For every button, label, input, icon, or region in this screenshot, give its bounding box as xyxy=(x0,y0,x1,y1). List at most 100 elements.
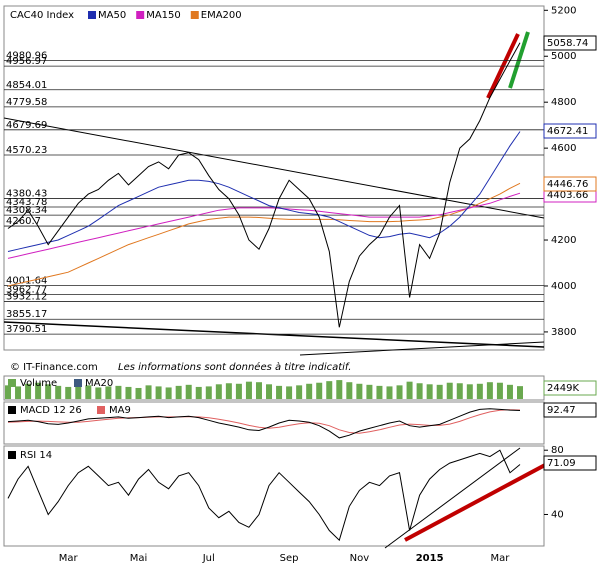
volume-bar xyxy=(466,384,473,399)
legend-swatch xyxy=(8,379,16,387)
volume-bar xyxy=(175,385,182,399)
legend-swatch xyxy=(97,406,105,414)
y-tick-label: 4800 xyxy=(551,97,576,108)
volume-bar xyxy=(406,381,413,399)
series-line xyxy=(7,131,521,252)
y-tick-label: 4200 xyxy=(551,235,576,246)
volume-bar xyxy=(25,383,32,399)
volume-bar xyxy=(35,382,42,399)
legend-swatch xyxy=(74,379,82,387)
volume-bar xyxy=(215,384,222,399)
disclaimer: Les informations sont données à titre in… xyxy=(118,361,351,373)
level-label: 4380.43 xyxy=(6,189,47,200)
value-box-label: 5058.74 xyxy=(547,38,588,49)
panel-title: Volume xyxy=(20,378,57,389)
y-tick-label: 4600 xyxy=(551,143,576,154)
volume-bar xyxy=(105,386,112,399)
volume-bar xyxy=(356,383,363,399)
volume-bar xyxy=(185,384,192,399)
series-line xyxy=(7,409,521,434)
volume-bar xyxy=(255,382,262,399)
y-tick-label: 80 xyxy=(551,445,564,456)
level-label: 4980.96 xyxy=(6,51,47,62)
volume-bar xyxy=(446,382,453,399)
level-label: 4779.58 xyxy=(6,97,47,108)
volume-bar xyxy=(296,385,303,399)
volume-bar xyxy=(85,385,92,399)
trend-line xyxy=(3,117,545,219)
x-tick-label: Jul xyxy=(202,553,215,564)
x-tick-label: Mai xyxy=(130,553,148,564)
value-box xyxy=(543,402,597,418)
volume-bar xyxy=(496,382,503,399)
copyright: © IT-Finance.com xyxy=(10,362,98,373)
y-tick-label: 5000 xyxy=(551,51,576,62)
volume-bar xyxy=(426,384,433,399)
green-arrow xyxy=(508,31,530,89)
volume-bar xyxy=(145,385,152,399)
value-box xyxy=(543,380,597,396)
level-label: 3855.17 xyxy=(6,309,47,320)
volume-bar xyxy=(75,384,82,399)
x-tick-label: Mar xyxy=(490,553,510,564)
value-box xyxy=(543,123,597,139)
level-label: 3932.12 xyxy=(6,292,47,303)
volume-bar xyxy=(5,385,11,399)
volume-bar xyxy=(276,385,283,399)
panel-title: MACD 12 26 xyxy=(20,405,82,416)
volume-bar xyxy=(456,383,463,399)
legend-swatch xyxy=(190,11,199,19)
volume-bar xyxy=(225,383,232,399)
volume-bar xyxy=(416,383,423,399)
volume-bar xyxy=(506,384,513,399)
level-label: 4956.97 xyxy=(6,56,47,67)
value-box-label: 4446.76 xyxy=(547,179,588,190)
volume-bar xyxy=(346,382,353,399)
level-label: 4854.01 xyxy=(6,80,47,91)
volume-bar xyxy=(476,383,483,399)
volume-bar xyxy=(135,387,142,399)
volume-bar xyxy=(316,382,323,399)
value-box-label: 4403.66 xyxy=(547,190,588,201)
chart-title: CAC40 Index xyxy=(10,10,74,21)
series-line xyxy=(7,42,521,328)
volume-bar xyxy=(235,383,242,399)
volume-bar xyxy=(15,386,22,399)
x-tick-label: 2015 xyxy=(416,553,444,564)
volume-bar xyxy=(396,385,403,399)
level-label: 4679.69 xyxy=(6,120,47,131)
rsi-red-line xyxy=(404,463,546,542)
volume-bar xyxy=(95,387,102,399)
legend-swatch xyxy=(136,11,145,19)
y-tick-label: 4000 xyxy=(551,281,576,292)
legend-label: MA150 xyxy=(146,10,181,21)
level-label: 4343.78 xyxy=(6,197,47,208)
trend-line xyxy=(3,321,545,348)
volume-bar xyxy=(366,384,373,399)
x-tick-label: Sep xyxy=(280,553,299,564)
macd-frame xyxy=(3,401,545,445)
level-label: 3790.51 xyxy=(6,324,47,335)
volume-bar xyxy=(125,386,132,399)
volume-bar xyxy=(45,384,52,399)
x-tick-label: Mar xyxy=(59,553,79,564)
legend-label: MA20 xyxy=(85,378,113,389)
volume-bar xyxy=(155,386,162,399)
volume-bar xyxy=(115,385,122,399)
legend-label: MA50 xyxy=(98,10,126,21)
legend-swatch xyxy=(8,451,16,459)
volume-bar xyxy=(436,384,443,399)
level-label: 4260.7 xyxy=(6,216,41,227)
volume-bar xyxy=(286,386,293,399)
volume-bar xyxy=(165,387,172,399)
x-tick-label: Nov xyxy=(350,553,370,564)
value-box xyxy=(543,455,597,471)
series-line xyxy=(7,192,521,259)
level-label: 4001.64 xyxy=(6,276,47,287)
series-line xyxy=(7,449,521,542)
volume-bar xyxy=(326,381,333,399)
volume-bar xyxy=(195,386,202,399)
volume-bar xyxy=(386,386,393,399)
value-box-label: 4672.41 xyxy=(547,126,588,137)
